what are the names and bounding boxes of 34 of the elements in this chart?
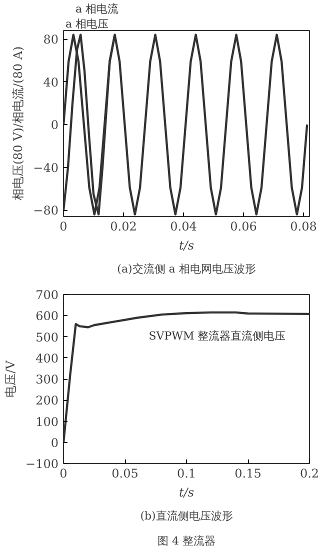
x-tick-label: 0 — [60, 220, 68, 234]
series-label: a 相电压 — [66, 18, 109, 30]
y-tick-label: 100 — [36, 414, 58, 429]
x-tick-label: 0.06 — [230, 220, 257, 234]
x-tick-label: 0.08 — [290, 220, 317, 234]
text: (b)直流侧电压波形 — [140, 510, 233, 522]
series-label: a 相电流 — [76, 2, 119, 16]
y-tick-label: 300 — [36, 372, 58, 386]
x-tick-label: 0 — [60, 466, 68, 480]
caption: 图 4 整流器 — [158, 534, 216, 548]
y-tick-label: 80 — [43, 32, 59, 47]
x-tick-label: 0.1 — [176, 466, 196, 480]
y-tick-label: 600 — [36, 309, 58, 324]
y-tick-label: −100 — [26, 457, 59, 471]
x-tick-label: 0.05 — [112, 466, 138, 480]
text: (a)交流侧 a 相电网电压波形 — [117, 262, 256, 276]
y-tick-label: 0 — [50, 118, 59, 132]
y-tick-label: 700 — [36, 288, 58, 302]
y-axis-title: 电压/V — [4, 360, 18, 398]
y-tick-label: 0 — [50, 436, 59, 450]
y-tick-label: −40 — [33, 160, 59, 175]
y-tick-label: 200 — [36, 394, 58, 408]
y-tick-label: 40 — [43, 75, 59, 90]
x-tick-label: 0.04 — [170, 220, 198, 234]
x-tick-label: 0.02 — [110, 220, 137, 234]
x-axis-title: t/s — [178, 238, 194, 252]
x-tick-label: 0.15 — [234, 466, 262, 480]
y-tick-label: 500 — [36, 330, 58, 344]
y-tick-label: 400 — [36, 351, 58, 366]
x-axis-title: t/s — [178, 486, 194, 500]
series-label: SVPWM 整流器直流侧电压 — [148, 329, 286, 342]
y-axis-title: 相电压(80 V)/相电流/(80 A) — [11, 46, 26, 201]
x-tick-label: 0.2 — [300, 466, 320, 480]
y-tick-label: −80 — [33, 204, 59, 218]
